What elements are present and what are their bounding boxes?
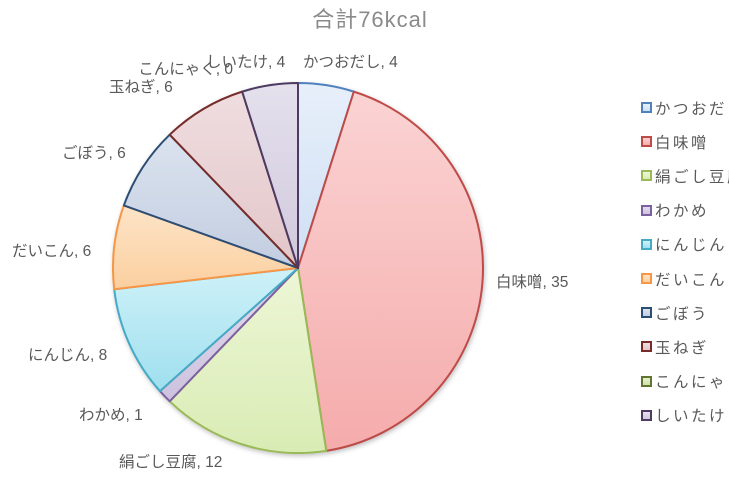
pie-slice-1[interactable] [297, 90, 484, 452]
data-label-2: 絹ごし豆腐, 12 [119, 453, 222, 471]
data-label-6: ごぼう, 6 [62, 144, 126, 162]
pie-slice-4[interactable] [113, 267, 299, 393]
legend-label: だいこん [655, 271, 728, 289]
legend-marker-icon [641, 102, 652, 113]
data-label-7: 玉ねぎ, 6 [109, 78, 173, 96]
legend-marker-icon [641, 307, 652, 319]
legend-item-6[interactable]: ごぼう [641, 301, 709, 325]
legend-label: こんにゃく [655, 374, 729, 392]
data-label-4: にんじん, 8 [28, 347, 107, 364]
legend-marker-icon [641, 136, 652, 148]
data-label-1: 白味噌, 35 [496, 273, 568, 291]
legend-marker-icon [641, 409, 652, 421]
legend-marker-icon [641, 375, 652, 387]
pie-slice-2[interactable] [168, 267, 328, 454]
data-label-0: かつおだし, 4 [303, 53, 398, 71]
legend-item-9[interactable]: しいたけ [641, 403, 727, 427]
legend-label: ごぼう [655, 305, 710, 323]
legend-item-2[interactable]: 絹ごし豆腐 [641, 164, 729, 188]
legend-marker-icon [641, 238, 652, 250]
legend-item-8[interactable]: こんにゃく [641, 369, 729, 393]
legend-label: しいたけ [655, 408, 728, 426]
legend-marker-icon [641, 204, 652, 216]
data-label-5: だいこん, 6 [12, 243, 91, 260]
pie-slice-9[interactable] [241, 82, 299, 269]
legend-label: わかめ [655, 203, 710, 221]
legend-item-7[interactable]: 玉ねぎ [641, 335, 709, 359]
data-label-3: わかめ, 1 [79, 406, 143, 424]
legend-label: にんじん [655, 237, 728, 255]
legend-marker-icon [641, 341, 652, 353]
legend-item-3[interactable]: わかめ [641, 198, 709, 222]
legend-label: 白味噌 [655, 134, 710, 152]
legend-item-4[interactable]: にんじん [641, 232, 727, 256]
legend-item-0[interactable]: かつおだし [641, 96, 729, 120]
data-label-8: こんにゃく, 0 [138, 61, 233, 78]
legend-item-5[interactable]: だいこん [641, 267, 727, 291]
data-label-9: しいたけ, 4 [206, 53, 286, 71]
legend-label: 玉ねぎ [655, 339, 710, 357]
legend-marker-icon [641, 170, 652, 182]
legend-label: かつおだし [655, 100, 729, 118]
legend-label: 絹ごし豆腐 [655, 168, 729, 186]
legend-item-1[interactable]: 白味噌 [641, 130, 709, 154]
chart-title: 合計76kcal [312, 7, 428, 32]
legend-marker-icon [641, 273, 652, 284]
